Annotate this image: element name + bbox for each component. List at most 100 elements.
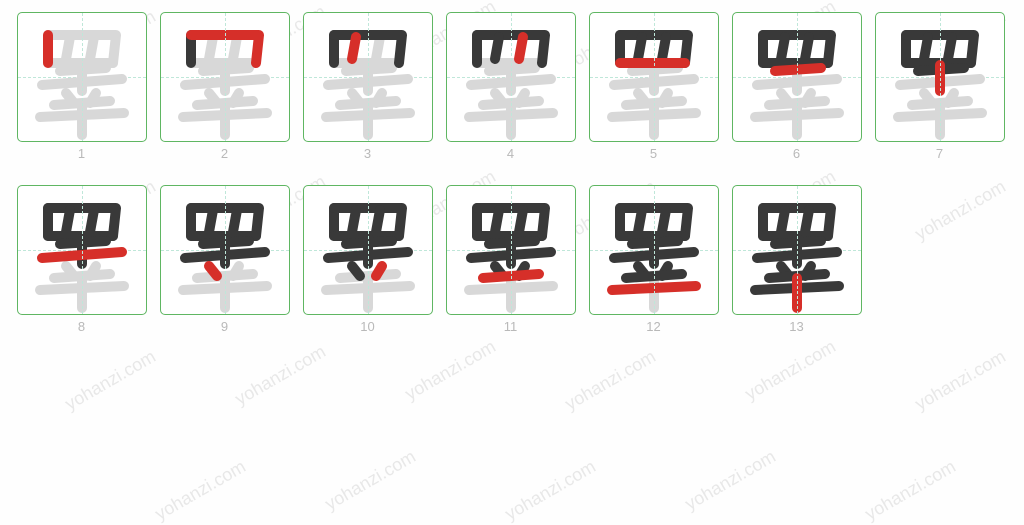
- stroke-path: [209, 210, 213, 232]
- stroke-path: [54, 101, 110, 105]
- stroke-path: [519, 37, 523, 59]
- stroke-path: [924, 37, 928, 59]
- stroke-path: [662, 37, 666, 59]
- stroke-path: [340, 101, 396, 105]
- stroke-tile: [160, 12, 290, 142]
- stroke-path: [66, 210, 70, 232]
- stroke-tile: [17, 12, 147, 142]
- stroke-path: [197, 274, 253, 278]
- stroke-path: [612, 286, 696, 290]
- stroke-path: [40, 113, 124, 117]
- stroke-number-label: 2: [221, 146, 228, 161]
- character-svg: [161, 13, 289, 141]
- stroke-cell: 10: [300, 185, 435, 350]
- stroke-cell: 7: [872, 12, 1007, 177]
- stroke-path: [352, 37, 356, 59]
- stroke-path: [185, 79, 265, 85]
- stroke-path: [66, 37, 70, 59]
- stroke-path: [769, 101, 825, 105]
- stroke-path: [183, 113, 267, 117]
- stroke-cell: 3: [300, 12, 435, 177]
- stroke-path: [757, 79, 837, 85]
- stroke-path: [483, 101, 539, 105]
- stroke-path: [898, 113, 982, 117]
- stroke-number-label: 9: [221, 319, 228, 334]
- stroke-path: [662, 210, 666, 232]
- stroke-cell: 5: [586, 12, 721, 177]
- stroke-cell: 9: [157, 185, 292, 350]
- stroke-path: [185, 252, 265, 258]
- stroke-number-label: 1: [78, 146, 85, 161]
- stroke-path: [805, 210, 809, 232]
- stroke-number-label: 4: [507, 146, 514, 161]
- stroke-path: [781, 37, 785, 59]
- character-svg: [590, 186, 718, 314]
- character-svg: [590, 13, 718, 141]
- watermark-text: yohanzi.com: [682, 446, 780, 515]
- stroke-order-grid: 12345678910111213: [0, 0, 1024, 358]
- stroke-path: [469, 286, 553, 290]
- stroke-number-label: 5: [650, 146, 657, 161]
- stroke-tile: [303, 12, 433, 142]
- stroke-path: [900, 79, 980, 85]
- stroke-cell: 13: [729, 185, 864, 350]
- stroke-path: [340, 274, 396, 278]
- stroke-path: [90, 210, 94, 232]
- watermark-text: yohanzi.com: [502, 456, 600, 525]
- stroke-path: [209, 37, 213, 59]
- stroke-path: [352, 266, 360, 276]
- stroke-path: [328, 252, 408, 258]
- character-svg: [18, 13, 146, 141]
- stroke-path: [90, 37, 94, 59]
- stroke-path: [326, 286, 410, 290]
- stroke-path: [376, 210, 380, 232]
- stroke-path: [755, 113, 839, 117]
- stroke-path: [805, 37, 809, 59]
- stroke-path: [42, 79, 122, 85]
- character-svg: [161, 186, 289, 314]
- stroke-tile: [160, 185, 290, 315]
- stroke-path: [352, 210, 356, 232]
- stroke-path: [376, 37, 380, 59]
- stroke-cell: 6: [729, 12, 864, 177]
- stroke-tile: [589, 12, 719, 142]
- stroke-path: [612, 113, 696, 117]
- watermark-text: yohanzi.com: [322, 446, 420, 515]
- character-svg: [447, 13, 575, 141]
- stroke-path: [614, 252, 694, 258]
- stroke-tile: [589, 185, 719, 315]
- stroke-path: [757, 252, 837, 258]
- stroke-tile: [446, 185, 576, 315]
- character-svg: [733, 13, 861, 141]
- stroke-cell: 12: [586, 185, 721, 350]
- stroke-path: [209, 266, 217, 276]
- stroke-number-label: 8: [78, 319, 85, 334]
- stroke-number-label: 11: [504, 319, 518, 334]
- stroke-number-label: 10: [360, 319, 374, 334]
- stroke-path: [638, 37, 642, 59]
- stroke-path: [495, 37, 499, 59]
- stroke-number-label: 7: [936, 146, 943, 161]
- stroke-path: [471, 252, 551, 258]
- stroke-tile: [875, 12, 1005, 142]
- stroke-path: [483, 274, 539, 278]
- character-svg: [18, 186, 146, 314]
- stroke-cell: 4: [443, 12, 578, 177]
- stroke-tile: [303, 185, 433, 315]
- stroke-path: [775, 68, 821, 71]
- stroke-path: [197, 101, 253, 105]
- character-svg: [304, 13, 432, 141]
- character-svg: [876, 13, 1004, 141]
- stroke-path: [42, 252, 122, 258]
- stroke-path: [769, 274, 825, 278]
- stroke-path: [781, 210, 785, 232]
- stroke-number-label: 3: [364, 146, 371, 161]
- stroke-path: [469, 113, 553, 117]
- stroke-path: [626, 274, 682, 278]
- stroke-path: [495, 210, 499, 232]
- stroke-path: [755, 286, 839, 290]
- stroke-path: [233, 210, 237, 232]
- stroke-tile: [732, 12, 862, 142]
- character-svg: [733, 186, 861, 314]
- stroke-path: [948, 37, 952, 59]
